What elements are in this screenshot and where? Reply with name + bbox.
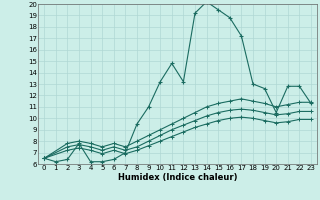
X-axis label: Humidex (Indice chaleur): Humidex (Indice chaleur) xyxy=(118,173,237,182)
